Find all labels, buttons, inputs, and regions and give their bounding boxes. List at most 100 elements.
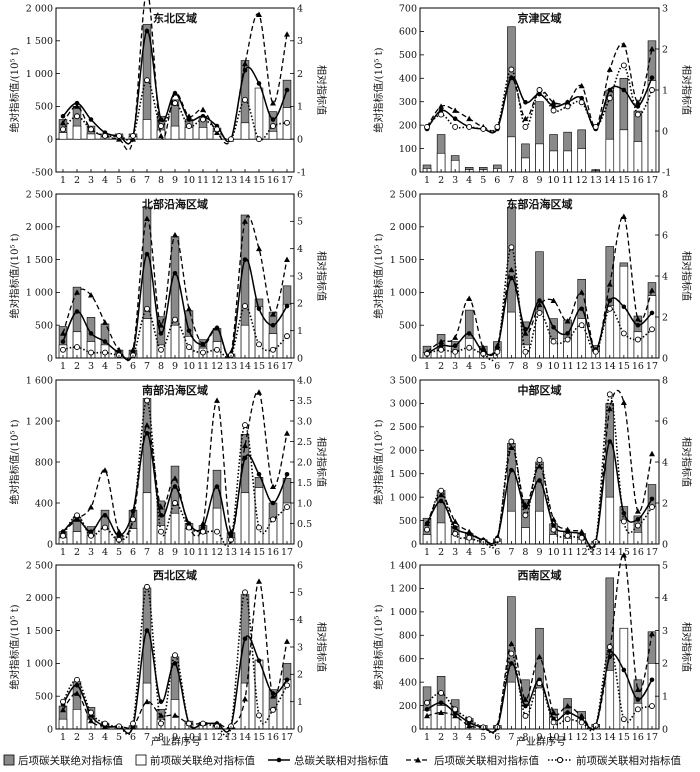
x-tick-label: 3 <box>452 175 458 186</box>
point-back <box>88 717 94 724</box>
bar-front <box>198 127 208 140</box>
point-front <box>494 348 501 355</box>
point-front <box>130 132 136 139</box>
x-tick-label: 14 <box>239 361 251 372</box>
y2-tick-label: 6 <box>297 560 303 571</box>
point-back <box>578 712 585 719</box>
point-back <box>452 334 459 340</box>
point-back <box>214 324 220 331</box>
point-total <box>607 298 613 303</box>
x-tick-label: 15 <box>253 547 265 558</box>
bar-front <box>170 324 180 359</box>
point-front <box>200 349 206 356</box>
point-total <box>621 304 627 310</box>
point-back <box>242 442 248 448</box>
point-back <box>564 526 571 533</box>
x-tick-label: 11 <box>562 175 574 186</box>
x-tick-label: 12 <box>576 361 588 372</box>
point-front <box>158 720 164 727</box>
point-back <box>242 695 248 702</box>
x-tick-label: 6 <box>494 361 500 372</box>
point-front <box>438 111 445 118</box>
bar-front <box>268 131 278 140</box>
x-tick-label: 17 <box>646 175 658 186</box>
x-tick-label: 13 <box>225 361 237 372</box>
y-tick-label: 1 500 <box>390 255 417 266</box>
x-tick-label: 3 <box>88 361 94 372</box>
bar-front <box>436 522 446 545</box>
point-back <box>634 99 641 105</box>
point-back <box>284 256 290 262</box>
x-tick-label: 6 <box>130 361 136 372</box>
y-tick-label: 0 <box>411 539 417 550</box>
point-front <box>144 583 150 590</box>
point-total <box>523 100 528 105</box>
point-total <box>635 697 641 702</box>
x-tick-label: 11 <box>562 361 574 372</box>
y-tick-label: 0 <box>411 167 417 178</box>
y-tick-label: 2 000 <box>26 222 53 233</box>
point-back <box>256 389 262 395</box>
point-total <box>621 87 627 93</box>
point-back <box>578 82 585 89</box>
y2-tick-label: 3 <box>297 271 303 282</box>
point-back <box>74 289 80 295</box>
bar-front <box>605 138 615 173</box>
point-back <box>270 483 276 489</box>
y2-axis-title: 相对指标值 <box>680 251 693 301</box>
point-back <box>648 630 655 637</box>
y2-tick-label: 2 <box>297 299 303 310</box>
x-tick-label: 2 <box>74 361 80 372</box>
point-front <box>88 126 94 133</box>
bar-front <box>254 87 264 140</box>
point-back <box>522 696 529 702</box>
x-tick-label: 4 <box>102 732 108 743</box>
x-tick-label: 13 <box>225 547 237 558</box>
point-back <box>172 712 178 718</box>
point-front <box>606 305 613 312</box>
line-front <box>426 246 653 362</box>
point-total <box>144 628 150 633</box>
y-axis-title: 绝对指标值/(10⁵ t) <box>372 233 385 318</box>
point-back <box>284 430 290 436</box>
y-tick-label: 1 600 <box>26 375 53 386</box>
point-front <box>424 526 430 533</box>
point-front <box>452 706 459 713</box>
point-total <box>284 87 290 93</box>
x-tick-label: 8 <box>522 732 528 743</box>
point-total <box>509 275 514 281</box>
line-back <box>426 389 653 550</box>
point-back <box>438 709 445 715</box>
point-back <box>452 712 459 719</box>
y2-tick-label: 0 <box>297 353 303 364</box>
point-back <box>494 342 501 349</box>
point-back <box>158 322 164 328</box>
y-tick-label: 2 500 <box>26 189 53 200</box>
x-tick-label: 8 <box>522 175 528 186</box>
y-tick-label: 1 200 <box>26 416 53 427</box>
y2-tick-label: 4 <box>662 593 668 604</box>
point-total <box>551 104 556 109</box>
point-back <box>74 690 80 696</box>
x-tick-label: 8 <box>158 732 164 743</box>
y-tick-label: 600 <box>399 27 417 38</box>
point-front <box>242 303 248 310</box>
y2-tick-label: 3.0 <box>297 416 312 427</box>
point-back <box>186 305 192 312</box>
y2-tick-label: 5 <box>662 560 668 571</box>
x-tick-label: 1 <box>424 732 430 743</box>
point-front <box>634 706 641 713</box>
point-front <box>214 126 220 133</box>
x-tick-label: 3 <box>88 175 94 186</box>
bar-front <box>170 512 180 545</box>
point-front <box>102 349 108 356</box>
point-front <box>200 720 206 727</box>
x-tick-label: 16 <box>267 175 279 186</box>
point-front <box>284 504 290 511</box>
point-total <box>116 533 122 539</box>
x-tick-label: 9 <box>536 361 542 372</box>
x-tick-label: 8 <box>522 361 528 372</box>
x-tick-label: 10 <box>548 361 560 372</box>
point-front <box>466 716 473 723</box>
